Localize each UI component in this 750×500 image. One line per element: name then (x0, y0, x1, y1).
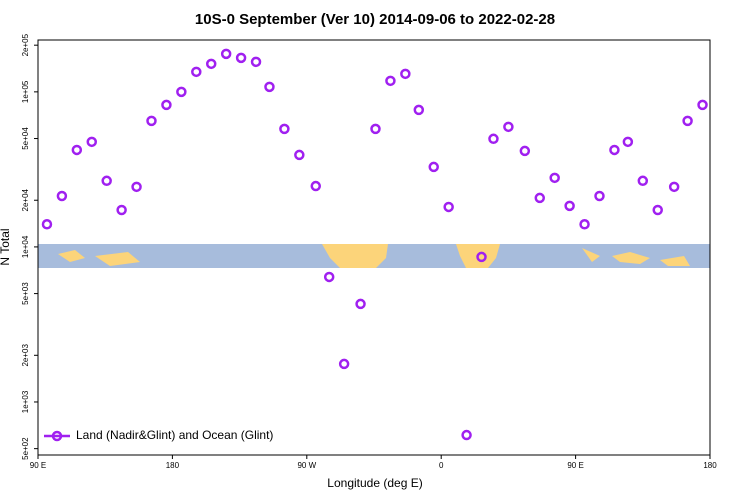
data-point (488, 133, 499, 145)
land (582, 248, 690, 266)
data-point (131, 181, 142, 193)
data-point (250, 56, 262, 68)
data-point (652, 204, 663, 216)
legend-label: Land (Nadir&Glint) and Ocean (Glint) (76, 428, 273, 442)
data-point (86, 136, 98, 148)
y-tick-label: 5e+04 (21, 127, 30, 150)
data-point (116, 204, 127, 216)
data-point (579, 219, 590, 230)
data-point (534, 192, 546, 204)
data-point (191, 66, 202, 78)
data-point (294, 149, 305, 161)
data-point (176, 86, 187, 98)
data-point (323, 271, 335, 283)
data-point (264, 81, 275, 93)
data-point (220, 48, 232, 60)
y-tick-label: 2e+03 (21, 344, 30, 367)
data-point (622, 136, 634, 148)
data-point (71, 144, 83, 156)
data-point (549, 172, 560, 184)
data-point (205, 58, 217, 70)
y-axis-label: N Total (0, 228, 12, 265)
data-point (56, 190, 68, 202)
data-point (310, 180, 322, 192)
map-strip (38, 244, 710, 268)
data-point (370, 123, 381, 135)
data-point (355, 298, 366, 310)
x-tick-label: 90 E (30, 461, 46, 470)
data-point (443, 201, 454, 213)
data-point (279, 123, 290, 135)
x-tick-label: 180 (166, 461, 180, 470)
y-tick-label: 1e+04 (21, 235, 30, 258)
data-point (564, 200, 575, 212)
data-point (476, 251, 487, 263)
y-tick-label: 5e+02 (21, 437, 30, 460)
data-point (503, 121, 514, 133)
data-point (235, 52, 247, 64)
data-point (400, 68, 411, 80)
x-tick-label: 90 E (567, 461, 583, 470)
data-point (385, 75, 396, 87)
chart-title: 10S-0 September (Ver 10) 2014-09-06 to 2… (195, 11, 555, 28)
data-point (146, 115, 157, 127)
plot-frame (37, 39, 711, 456)
y-tick-label: 1e+05 (21, 80, 30, 103)
data-point (101, 175, 112, 187)
data-point (668, 181, 680, 193)
legend-marker (51, 430, 63, 442)
x-tick-label: 90 W (297, 461, 316, 470)
y-tick-label: 5e+03 (21, 282, 30, 305)
data-point (697, 99, 708, 111)
data-point (41, 219, 53, 230)
data-point (338, 358, 350, 370)
data-point (637, 175, 649, 187)
data-point (519, 145, 531, 157)
data-point (428, 161, 439, 173)
x-tick-label: 180 (703, 461, 717, 470)
y-tick-label: 2e+04 (21, 188, 30, 211)
y-tick-label: 2e+05 (21, 33, 30, 56)
data-point (461, 429, 472, 441)
x-tick-label: 0 (439, 461, 444, 470)
data-point (161, 99, 172, 111)
land (322, 244, 388, 268)
data-point (682, 115, 693, 127)
data-point (594, 190, 605, 202)
land (58, 250, 140, 266)
data-point (609, 144, 620, 156)
data-point (413, 104, 425, 116)
x-axis-label: Longitude (deg E) (327, 476, 422, 490)
y-tick-label: 1e+03 (21, 390, 30, 413)
